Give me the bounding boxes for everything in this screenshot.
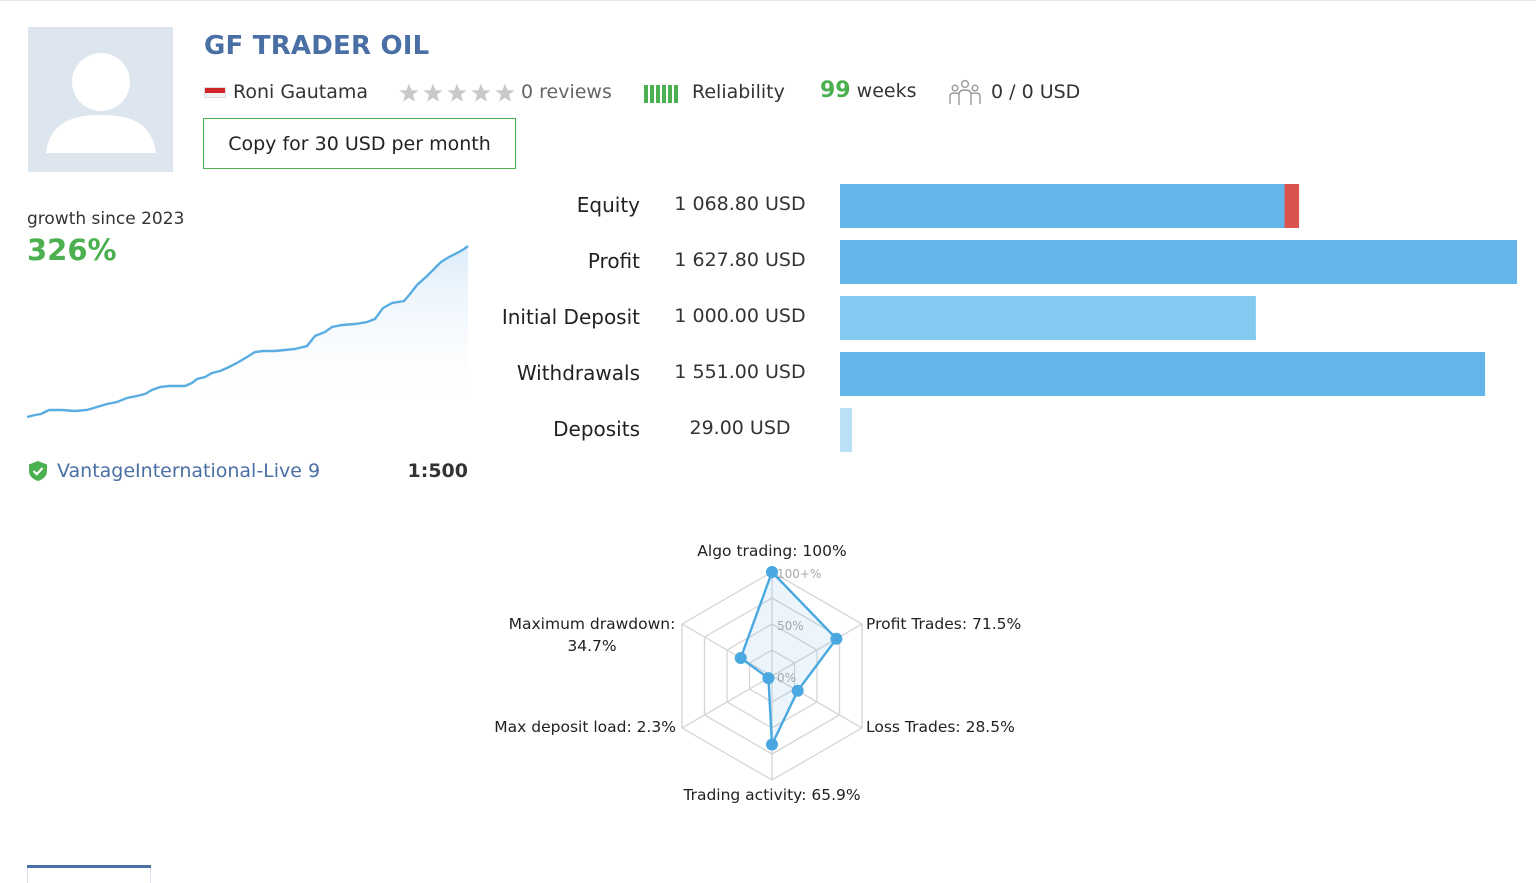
weeks-label: weeks <box>856 80 917 102</box>
metric-bars-chart[interactable] <box>840 184 1530 454</box>
star-icon <box>447 83 467 102</box>
deposits-bar[interactable] <box>840 408 853 452</box>
radar-axis-label: Trading activity: 65.9% <box>682 786 860 804</box>
verified-shield-icon <box>29 461 47 481</box>
radar-point[interactable] <box>762 672 775 685</box>
equity-bar[interactable] <box>840 184 1285 228</box>
radar-axis-label: Profit Trades: 71.5% <box>866 615 1021 633</box>
radar-axis-line <box>681 623 773 677</box>
radar-axis-line <box>771 623 863 677</box>
equity-label: Equity <box>576 193 640 217</box>
rating-stars[interactable] <box>398 81 516 109</box>
star-icon <box>495 83 515 102</box>
withdrawals-bar[interactable] <box>840 352 1486 396</box>
radar-axis-line <box>771 675 863 729</box>
equity-bar-segment[interactable] <box>1284 184 1300 228</box>
deposits-value: 29.00 USD <box>689 417 791 439</box>
growth-line <box>27 245 469 419</box>
deposits-label: Deposits <box>553 417 640 441</box>
reliability-icon <box>644 85 680 103</box>
copy-subscribe-button[interactable]: Copy for 30 USD per month <box>203 118 516 169</box>
radar-scale-label: 50% <box>777 619 804 633</box>
radar-point[interactable] <box>766 566 778 578</box>
withdrawals-label: Withdrawals <box>516 361 640 385</box>
weeks-info: 99 weeks <box>820 78 917 103</box>
initial-deposit-value: 1 000.00 USD <box>674 305 806 327</box>
radar-axis-line <box>681 675 773 729</box>
profit-bar[interactable] <box>840 240 1517 284</box>
radar-point[interactable] <box>766 738 778 751</box>
star-icon <box>471 83 491 102</box>
leverage: 1:500 <box>407 460 468 482</box>
broker-server[interactable]: VantageInternational-Live 9 <box>27 460 320 482</box>
user-silhouette-icon <box>46 53 156 153</box>
radar-axis-label: 34.7% <box>567 637 616 655</box>
radar-point[interactable] <box>734 652 747 664</box>
growth-chart[interactable] <box>27 236 469 446</box>
subscribers-funds: 0 / 0 USD <box>991 81 1081 103</box>
radar-scale-label: 100+% <box>777 567 821 581</box>
radar-chart[interactable]: 100+% 50% 0% Algo trading: 100% Profit Trad… <box>480 531 1060 821</box>
author-name[interactable]: Roni Gautama <box>233 81 368 103</box>
radar-axis-label: Loss Trades: 28.5% <box>866 718 1015 736</box>
radar-point[interactable] <box>791 684 804 697</box>
growth-area <box>27 246 468 417</box>
reliability-label: Reliability <box>692 81 785 103</box>
growth-value: 326% <box>27 233 117 267</box>
radar-axis-label: Max deposit load: 2.3% <box>494 718 676 736</box>
radar-axis-label: Maximum drawdown: <box>509 615 676 633</box>
profit-label: Profit <box>587 249 640 273</box>
tab-stub[interactable] <box>27 868 151 883</box>
tab-active-indicator <box>27 865 151 868</box>
equity-value: 1 068.80 USD <box>674 193 806 215</box>
country-flag-icon <box>204 87 226 98</box>
broker-name[interactable]: VantageInternational-Live 9 <box>57 460 321 482</box>
radar-axis-label: Algo trading: 100% <box>697 542 846 560</box>
radar-scale-label: 0% <box>777 671 796 685</box>
initial-deposit-label: Initial Deposit <box>501 305 640 329</box>
avatar <box>28 27 173 172</box>
signal-title[interactable]: GF TRADER OIL <box>204 31 430 61</box>
star-icon <box>423 83 443 102</box>
subscribers-icon <box>948 78 982 112</box>
growth-label: growth since 2023 <box>27 209 185 229</box>
reviews-count[interactable]: 0 reviews <box>521 81 612 103</box>
initial-deposit-bar[interactable] <box>840 296 1256 340</box>
weeks-number: 99 <box>820 78 851 103</box>
radar-point[interactable] <box>830 632 843 645</box>
withdrawals-value: 1 551.00 USD <box>674 361 806 383</box>
profit-value: 1 627.80 USD <box>674 249 806 271</box>
star-icon <box>399 83 419 102</box>
